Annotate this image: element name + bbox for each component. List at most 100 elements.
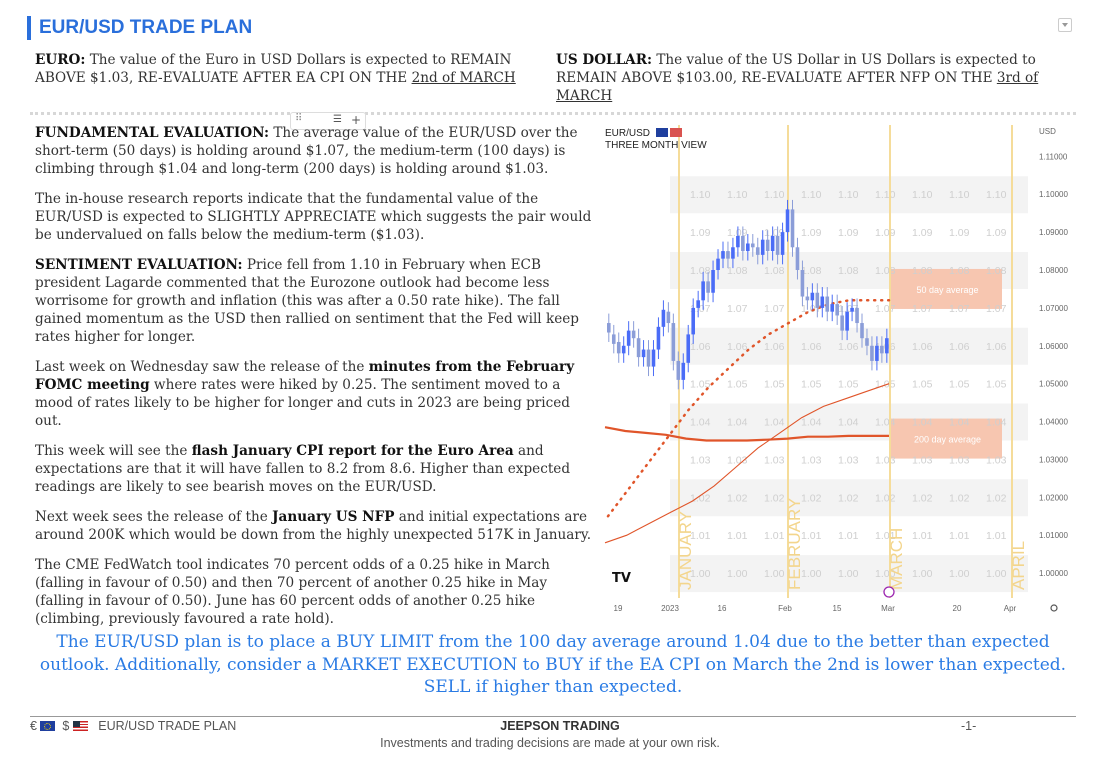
y-tick-label: 1.03000 [1039, 455, 1068, 464]
watermark-value: 1.04 [690, 417, 711, 429]
watermark-value: 1.04 [801, 417, 822, 429]
y-tick-label: 1.08000 [1039, 266, 1068, 275]
dollar-symbol: $ [62, 719, 70, 733]
drag-handle-icon[interactable]: ⠿ [295, 113, 304, 124]
sentiment-label: SENTIMENT EVALUATION: [35, 257, 243, 273]
watermark-value: 1.08 [690, 265, 711, 277]
watermark-stripe [670, 479, 1028, 517]
watermark-value: 1.03 [875, 454, 896, 466]
watermark-value: 1.10 [912, 189, 933, 201]
watermark-value: 1.10 [727, 189, 748, 201]
watermark-value: 1.03 [838, 454, 859, 466]
watermark-value: 1.10 [690, 189, 711, 201]
candle-body [651, 349, 656, 367]
add-icon[interactable]: + [351, 113, 362, 127]
candle-body [666, 311, 671, 324]
candle-body [840, 315, 844, 331]
candle-body [875, 345, 879, 361]
watermark-value: 1.10 [986, 189, 1007, 201]
chart-subtitle: THREE MONTH VIEW [605, 140, 707, 151]
watermark-value: 1.02 [949, 492, 970, 504]
candle-body [661, 309, 666, 327]
watermark-value: 1.03 [949, 454, 970, 466]
candle-body [701, 281, 705, 301]
watermark-value: 1.00 [690, 568, 711, 580]
watermark-value: 1.09 [764, 227, 785, 239]
fedwatch-paragraph: The CME FedWatch tool indicates 70 perce… [35, 557, 550, 627]
align-icon[interactable]: ☰ [333, 114, 342, 125]
x-tick-label: 15 [833, 604, 842, 613]
candle-body [741, 235, 745, 252]
watermark-value: 1.05 [727, 379, 748, 391]
watermark-value: 1.07 [838, 303, 859, 315]
watermark-value: 1.08 [801, 265, 822, 277]
x-tick-label: 19 [614, 604, 623, 613]
watermark-value: 1.04 [727, 417, 748, 429]
candle-body [830, 304, 835, 312]
candle-body [636, 338, 641, 358]
euro-date: 2nd of MARCH [411, 70, 516, 86]
ma-band-label: 50 day average [916, 285, 978, 295]
watermark-value: 1.00 [986, 568, 1007, 580]
watermark-value: 1.06 [801, 341, 822, 353]
page-title-text: EUR/USD TRADE PLAN [39, 17, 253, 38]
watermark-value: 1.00 [949, 568, 970, 580]
watermark-value: 1.06 [764, 341, 785, 353]
watermark-stripe [670, 176, 1028, 214]
candle-body [676, 360, 681, 380]
watermark-value: 1.02 [838, 492, 859, 504]
euro-label: EURO: [35, 52, 86, 68]
watermark-value: 1.03 [912, 454, 933, 466]
candle-body [865, 338, 869, 346]
ma-band [889, 418, 1002, 459]
watermark-value: 1.06 [912, 341, 933, 353]
settings-gear-icon [1050, 604, 1058, 612]
page-number: -1- [961, 719, 977, 733]
watermark-value: 1.01 [949, 530, 970, 542]
candle-body [815, 292, 820, 308]
candle-body [736, 235, 740, 248]
x-tick-label: Mar [881, 604, 895, 613]
dropdown-toggle-icon[interactable] [1058, 18, 1072, 32]
watermark-value: 1.09 [949, 227, 970, 239]
watermark-value: 1.01 [764, 530, 785, 542]
watermark-value: 1.06 [727, 341, 748, 353]
candle-body [860, 323, 864, 339]
candle-body [656, 326, 661, 350]
candle-body [671, 323, 676, 361]
candle-body [750, 243, 755, 248]
watermark-value: 1.04 [838, 417, 859, 429]
watermark-value: 1.03 [801, 454, 822, 466]
watermark-value: 1.09 [875, 227, 896, 239]
watermark-value: 1.07 [875, 303, 896, 315]
watermark-value: 1.01 [912, 530, 933, 542]
candle-body [765, 239, 770, 252]
nextweek-a: Next week sees the release of the [35, 509, 273, 525]
watermark-value: 1.01 [801, 530, 822, 542]
block-handle[interactable]: ⠿ ☰ + [290, 112, 366, 130]
evaluation-column: FUNDAMENTAL EVALUATION: The average valu… [35, 124, 595, 640]
candle-body [885, 338, 889, 354]
watermark-value: 1.10 [764, 189, 785, 201]
y-tick-label: 1.11000 [1039, 152, 1068, 161]
candle-body [800, 270, 805, 297]
watermark-value: 1.02 [912, 492, 933, 504]
footer-brand: JEEPSON TRADING [500, 719, 620, 733]
watermark-value: 1.10 [838, 189, 859, 201]
y-tick-label: 1.09000 [1039, 228, 1068, 237]
watermark-value: 1.07 [949, 303, 970, 315]
eurusd-chart: 1.10 1.10 1.10 1.10 1.10 1.10 1.10 1.10 1.10 1.09… [600, 120, 1076, 620]
usd-date: 3rd of MARCH [556, 70, 1039, 104]
candle-body [805, 296, 810, 301]
candle-body [616, 341, 621, 354]
us-flag-icon [670, 128, 682, 137]
eu-flag-icon [40, 721, 56, 731]
watermark-value: 1.06 [949, 341, 970, 353]
watermark-value: 1.04 [875, 417, 896, 429]
candle-body [870, 345, 874, 361]
watermark-value: 1.05 [764, 379, 785, 391]
watermark-stripe [670, 555, 1028, 593]
chart-title: EUR/USD [605, 128, 650, 139]
candle-body [681, 362, 686, 380]
footer-disclaimer: Investments and trading decisions are ma… [380, 736, 720, 750]
